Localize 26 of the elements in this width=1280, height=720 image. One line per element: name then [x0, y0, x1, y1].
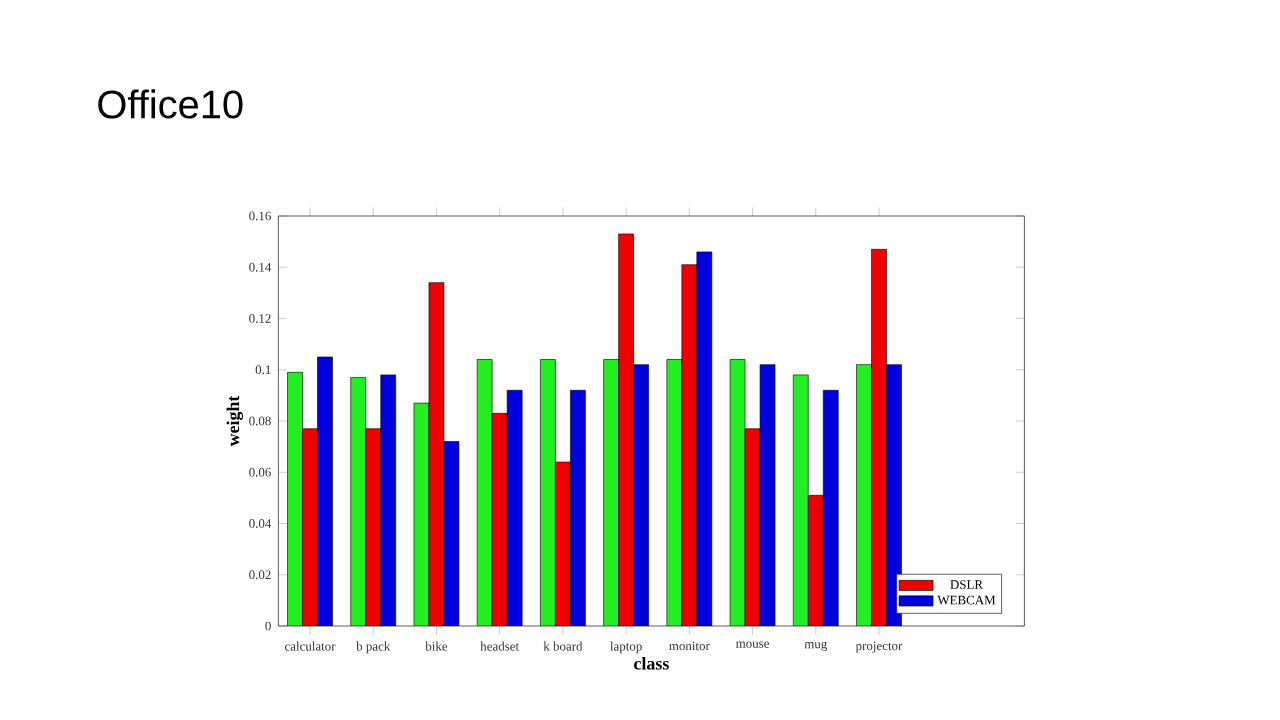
bar	[856, 364, 872, 626]
bar	[681, 264, 698, 626]
bar	[603, 359, 619, 626]
bar	[506, 389, 523, 626]
bar	[633, 364, 649, 626]
bar	[555, 462, 571, 626]
bar	[666, 359, 683, 626]
bar	[822, 389, 839, 626]
bar	[807, 495, 824, 626]
bar	[618, 233, 634, 626]
bar	[792, 374, 809, 626]
bar	[476, 359, 493, 626]
bar	[380, 374, 397, 626]
bar	[871, 249, 887, 626]
bar	[302, 428, 318, 626]
bar	[570, 390, 586, 626]
bar	[350, 377, 367, 626]
bar	[491, 413, 508, 626]
x-axis-title: class	[634, 656, 669, 670]
bar	[365, 428, 382, 626]
bar	[317, 356, 333, 626]
chart-title: Office10	[98, 89, 243, 119]
bar	[696, 251, 713, 626]
y-axis-title: weight	[226, 395, 244, 447]
bar	[540, 359, 556, 626]
bar	[287, 372, 303, 626]
